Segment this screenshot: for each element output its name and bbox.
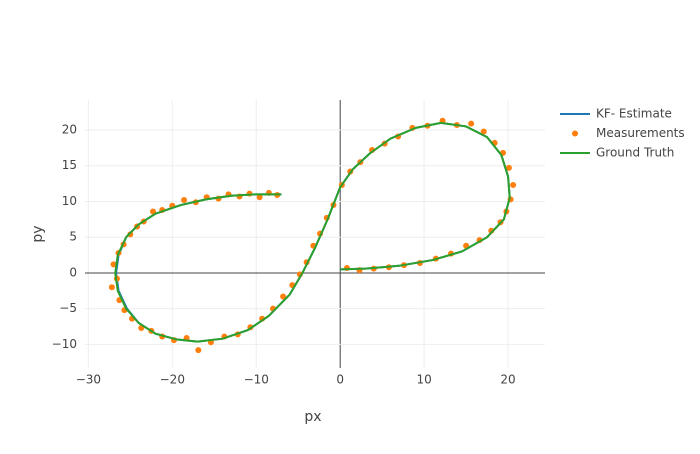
y-tick-label: 5 [69,230,77,244]
measurement-point [468,120,475,127]
measurement-point [195,347,202,354]
measurement-point [256,194,263,201]
y-axis-label: py [30,225,46,242]
x-tick-label: 0 [336,373,344,387]
measurement-point [505,164,512,171]
y-tick-label: 0 [69,265,77,279]
measurement-point [149,208,156,215]
y-tick-label: −10 [52,337,77,351]
measurement-point [280,293,287,300]
legend-swatch [572,130,578,137]
y-tick-label: 10 [62,194,77,208]
x-tick-label: −30 [76,373,101,387]
legend-label: Ground Truth [596,146,674,160]
y-tick-label: 20 [62,123,77,137]
y-tick-label: −5 [59,301,77,315]
y-tick-label: 15 [62,158,77,172]
measurement-point [110,261,117,268]
x-axis-label: px [304,409,321,425]
legend-label: Measurements [596,126,685,140]
measurement-point [181,197,188,204]
legend-label: KF- Estimate [596,107,672,121]
measurement-point [108,284,115,291]
series-line [114,121,511,343]
measurement-point [480,128,487,135]
x-tick-label: −20 [160,373,185,387]
x-tick-label: −10 [244,373,269,387]
measurement-point [510,182,517,189]
x-tick-label: 20 [500,373,515,387]
x-tick-label: 10 [416,373,431,387]
